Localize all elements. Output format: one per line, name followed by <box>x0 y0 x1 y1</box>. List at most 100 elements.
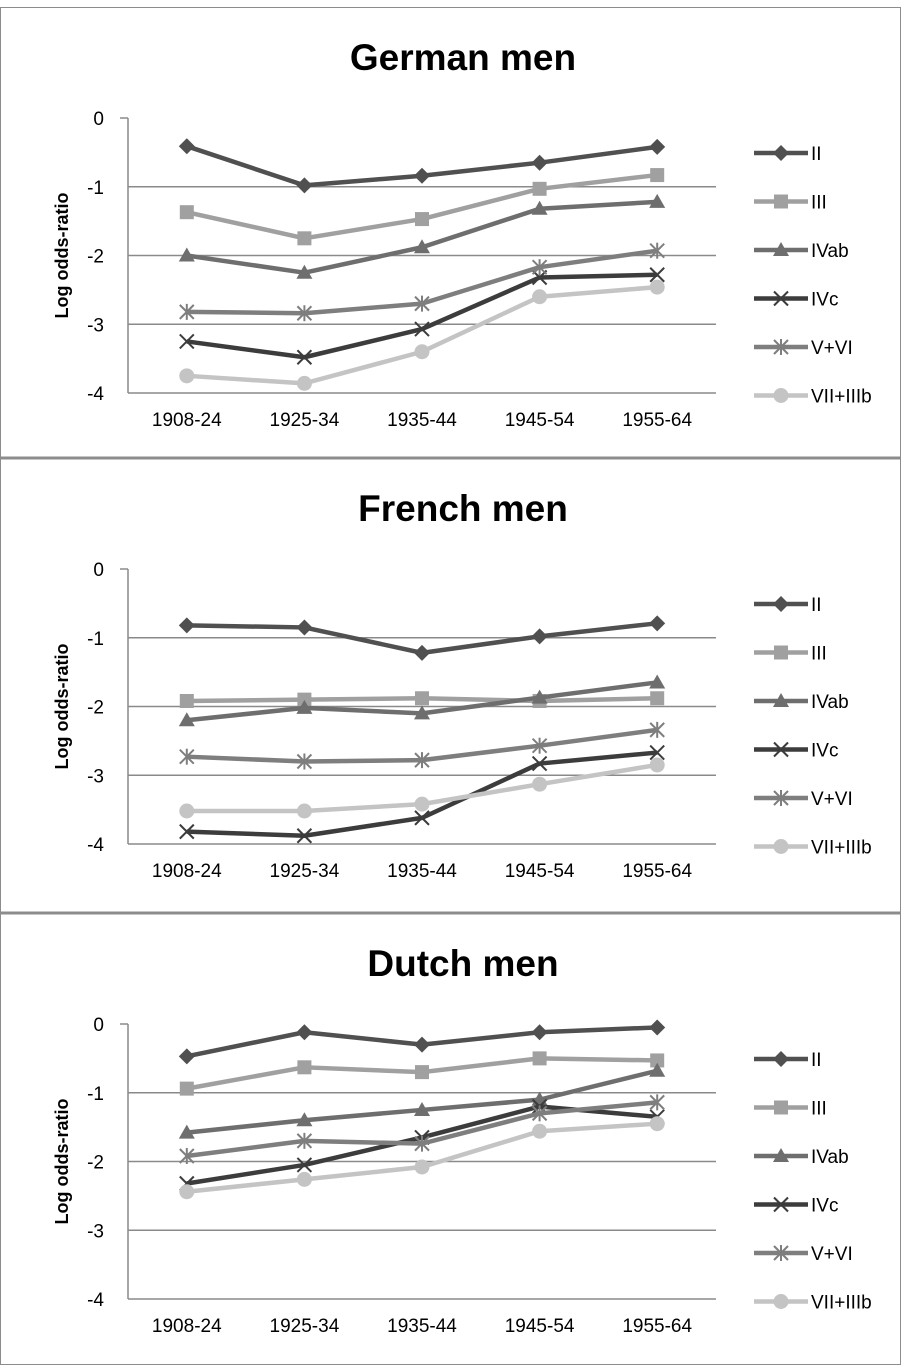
legend-item-ivc: IVc <box>754 1196 838 1217</box>
legend-item-ii: II <box>754 595 822 616</box>
legend-item-v-vi: V+VI <box>754 1244 853 1265</box>
legend-label: III <box>811 1099 827 1120</box>
y-tick-label: -4 <box>87 835 104 856</box>
data-point-ii <box>649 1019 666 1036</box>
data-point-ii <box>178 1048 195 1065</box>
legend-label: III <box>811 644 827 665</box>
legend-marker <box>774 645 788 660</box>
data-point-v-vi <box>296 753 313 770</box>
legend-marker <box>773 1294 789 1309</box>
legend-item-iii: III <box>754 193 827 214</box>
x-tick-label: 1945-54 <box>505 1316 575 1337</box>
y-axis-label: Log odds-ratio <box>52 644 72 770</box>
data-point-v-vi <box>531 259 548 276</box>
legend-marker <box>773 1196 789 1213</box>
data-point-vii-iiib <box>296 375 312 391</box>
data-point-v-vi <box>414 752 430 769</box>
legend-item-ii: II <box>754 1050 822 1071</box>
legend-label: IVc <box>811 290 838 311</box>
data-point-ii <box>414 644 430 661</box>
legend-label: IVab <box>811 241 849 262</box>
legend-label: V+VI <box>811 789 853 810</box>
data-point-ivc <box>296 1157 313 1173</box>
legend-marker <box>773 1245 789 1261</box>
x-tick-label: 1945-54 <box>505 861 575 882</box>
legend-label: IVab <box>811 692 849 713</box>
data-point-v-vi <box>179 1148 195 1164</box>
legend-marker <box>773 339 789 355</box>
data-point-vii-iiib <box>179 1184 195 1200</box>
series-ivab <box>178 674 666 727</box>
data-point-iii <box>179 1081 194 1096</box>
data-point-ii <box>649 615 666 632</box>
legend-item-ivc: IVc <box>754 741 838 762</box>
series-vii-iiib <box>179 1116 665 1200</box>
y-tick-label: -2 <box>87 1153 104 1174</box>
legend-label: V+VI <box>811 338 853 359</box>
data-point-ivc <box>414 321 430 337</box>
data-point-iii <box>297 692 312 707</box>
legend-item-ivc: IVc <box>754 290 838 311</box>
data-point-v-vi <box>531 737 548 754</box>
data-point-vii-iiib <box>296 1171 312 1187</box>
data-point-ii <box>649 138 666 155</box>
data-point-vii-iiib <box>532 776 548 792</box>
series-line-vii-iiib <box>186 1121 658 1194</box>
data-point-ivab <box>531 200 548 215</box>
y-tick-label: -1 <box>87 629 104 650</box>
data-point-ivab <box>178 247 195 262</box>
legend-label: IVc <box>811 741 838 762</box>
data-point-v-vi <box>414 295 430 312</box>
series-vii-iiib <box>179 757 665 819</box>
data-point-v-vi <box>414 1135 430 1152</box>
legend-marker <box>773 242 789 256</box>
data-point-ii <box>414 1036 430 1053</box>
data-point-iii <box>532 181 547 196</box>
legend-item-vii-iiib: VII+IIIb <box>754 838 872 859</box>
legend-marker <box>773 1051 789 1067</box>
x-tick-label: 1925-34 <box>270 1316 340 1337</box>
y-tick-label: -1 <box>87 178 104 199</box>
legend-label: VII+IIIb <box>811 1293 872 1314</box>
data-point-ivab <box>649 1062 666 1077</box>
chart-panel-dutch-men: Dutch men 0 -1 -2 -3 -4 1908-24 1925-34 1935-44 1… <box>52 943 872 1337</box>
legend-item-ivab: IVab <box>754 692 849 713</box>
legend-item-iii: III <box>754 644 827 665</box>
data-point-vii-iiib <box>532 289 548 305</box>
x-tick-label: 1925-34 <box>270 861 340 882</box>
data-point-v-vi <box>179 303 195 320</box>
y-tick-label: -2 <box>87 698 104 719</box>
y-tick-label: -3 <box>87 766 104 787</box>
legend-item-v-vi: V+VI <box>754 338 853 359</box>
data-point-ii <box>531 154 548 171</box>
data-point-iii <box>297 231 312 246</box>
chart-title: German men <box>350 37 576 78</box>
data-point-v-vi <box>296 305 313 322</box>
series-v-vi <box>179 721 665 770</box>
legend-marker <box>773 741 789 758</box>
y-tick-label: -2 <box>87 247 104 268</box>
data-point-v-vi <box>649 242 665 259</box>
legend-item-ii: II <box>754 144 822 165</box>
data-point-v-vi <box>179 748 195 765</box>
legend-marker <box>773 596 789 612</box>
legend-marker <box>773 693 789 707</box>
legend-label: II <box>811 1050 822 1071</box>
legend-marker <box>773 1148 789 1162</box>
x-tick-label: 1955-64 <box>622 1316 692 1337</box>
data-point-ii <box>414 167 430 184</box>
data-point-ivab <box>649 193 666 208</box>
x-tick-label: 1925-34 <box>270 410 340 431</box>
data-point-iii <box>179 205 194 220</box>
data-point-ivc <box>296 349 313 365</box>
data-point-ivab <box>531 689 548 704</box>
legend-marker <box>773 290 789 307</box>
x-tick-label: 1935-44 <box>387 410 457 431</box>
data-point-vii-iiib <box>179 803 195 819</box>
series-v-vi <box>179 1094 665 1164</box>
data-point-v-vi <box>296 1132 313 1149</box>
data-point-ivab <box>414 1101 430 1116</box>
series-vii-iiib <box>179 279 665 391</box>
legend-item-vii-iiib: VII+IIIb <box>754 1293 872 1314</box>
